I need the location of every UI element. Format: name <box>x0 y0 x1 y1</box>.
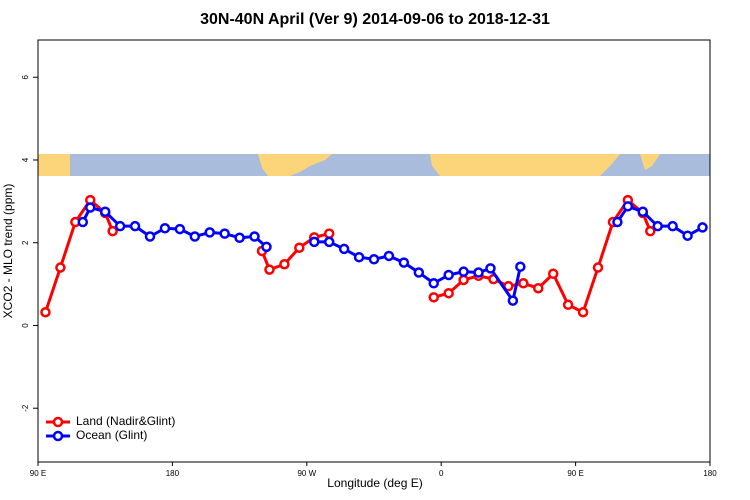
point <box>159 222 171 234</box>
point <box>323 228 335 239</box>
point <box>443 269 454 281</box>
x-tick-label: 180 <box>703 469 717 478</box>
point <box>107 225 118 237</box>
point <box>515 261 526 272</box>
point <box>562 299 574 311</box>
plot-frame <box>37 39 711 463</box>
point <box>279 258 290 270</box>
x-tick-label: 90 E <box>567 469 583 478</box>
point <box>507 295 519 306</box>
point <box>473 267 484 278</box>
point <box>413 267 425 278</box>
point <box>682 230 693 241</box>
point <box>99 206 111 217</box>
map-band <box>38 154 710 176</box>
point <box>645 225 656 237</box>
legend-swatch-point <box>52 416 64 428</box>
y-tick-label: 0 <box>21 323 30 328</box>
point <box>309 236 320 248</box>
point <box>204 227 215 238</box>
point <box>368 254 380 265</box>
point <box>443 287 454 299</box>
land-patch <box>38 154 70 176</box>
point <box>294 242 305 253</box>
x-tick-label: 180 <box>166 469 180 478</box>
point <box>428 292 439 303</box>
y-axis-label: XCO2 - MLO trend (ppm) <box>1 184 15 319</box>
point <box>323 236 335 248</box>
point <box>533 282 544 294</box>
x-axis-label: Longitude (deg E) <box>327 476 422 490</box>
point <box>144 231 156 242</box>
point <box>592 262 604 273</box>
land-patch <box>640 154 660 170</box>
point <box>383 250 395 262</box>
series-line <box>44 197 652 315</box>
point <box>129 220 141 232</box>
x-tick-label: 0 <box>439 469 444 478</box>
point <box>189 231 201 242</box>
point <box>55 262 66 273</box>
point <box>577 306 589 318</box>
y-tick-label: 4 <box>21 157 30 162</box>
point <box>667 220 678 232</box>
point <box>219 228 230 239</box>
point <box>637 206 649 217</box>
legend-label: Land (Nadir&Glint) <box>76 414 175 428</box>
point <box>458 274 469 286</box>
x-tick-label: 90 E <box>30 469 46 478</box>
point <box>174 223 186 235</box>
land-patch <box>258 154 332 176</box>
y-tick-label: -2 <box>21 404 30 412</box>
land-patch <box>430 154 620 176</box>
point <box>264 264 275 275</box>
point <box>85 202 96 213</box>
legend-swatch-point <box>52 430 64 442</box>
point <box>458 266 469 277</box>
point <box>398 257 410 268</box>
point <box>40 306 51 318</box>
legend-label: Ocean (Glint) <box>76 428 147 442</box>
point <box>338 243 350 255</box>
point <box>114 220 126 232</box>
chart-title: 30N-40N April (Ver 9) 2014-09-06 to 2018… <box>200 11 550 28</box>
point <box>697 222 708 233</box>
point <box>547 268 559 280</box>
point <box>353 251 365 263</box>
point <box>234 232 245 244</box>
point <box>622 201 634 212</box>
point <box>612 216 623 228</box>
point <box>428 278 439 289</box>
point <box>485 263 496 274</box>
x-tick-label: 90 W <box>297 469 316 478</box>
point <box>77 216 89 228</box>
point <box>249 231 260 242</box>
y-tick-label: 2 <box>21 240 30 245</box>
point <box>261 241 272 253</box>
point <box>652 220 663 232</box>
y-tick-label: 6 <box>21 74 30 79</box>
point <box>518 278 529 289</box>
